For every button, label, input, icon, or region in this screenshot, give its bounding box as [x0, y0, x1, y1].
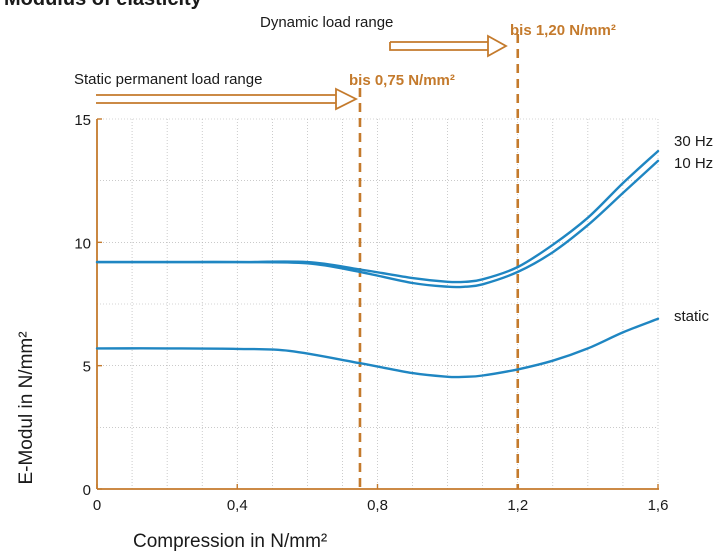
x-tick-label: 0,4: [227, 497, 248, 514]
y-tick-label: 10: [74, 235, 91, 252]
series-label-static: static: [674, 308, 710, 325]
y-tick-label: 15: [74, 112, 91, 129]
x-axis-label: Compression in N/mm²: [133, 531, 327, 552]
static-load-range-arrow: [96, 94, 346, 104]
series-line-10-hz: [95, 159, 660, 289]
static-load-range-label: Static permanent load range: [74, 71, 262, 88]
x-tick-label: 1,2: [507, 497, 528, 514]
tick-labels: 0 0,4 0,8 1,2 1,6 0 5 10 15: [74, 112, 668, 514]
dynamic-limit-label: bis 1,20 N/mm²: [510, 22, 616, 39]
dynamic-load-range-arrowhead: [487, 34, 508, 58]
load-range-markers: [358, 34, 520, 489]
y-axis-label: E-Modul in N/mm²: [16, 331, 37, 484]
grid: [97, 118, 659, 489]
axes: [96, 118, 659, 490]
series: [95, 149, 660, 379]
x-tick-label: 0: [93, 497, 101, 514]
static-limit-label: bis 0,75 N/mm²: [349, 72, 455, 89]
static-load-range-arrowhead: [335, 87, 359, 111]
chart-title: Modulus of elasticity: [4, 0, 203, 10]
dynamic-load-range-label: Dynamic load range: [260, 14, 393, 31]
x-tick-label: 0,8: [367, 497, 388, 514]
x-tick-label: 1,6: [648, 497, 669, 514]
series-label-10hz: 10 Hz: [674, 155, 713, 172]
y-tick-label: 5: [83, 359, 91, 376]
dynamic-load-range-arrow: [389, 41, 498, 51]
series-line-static: [95, 317, 660, 379]
series-label-30hz: 30 Hz: [674, 133, 713, 150]
y-tick-label: 0: [83, 482, 91, 499]
